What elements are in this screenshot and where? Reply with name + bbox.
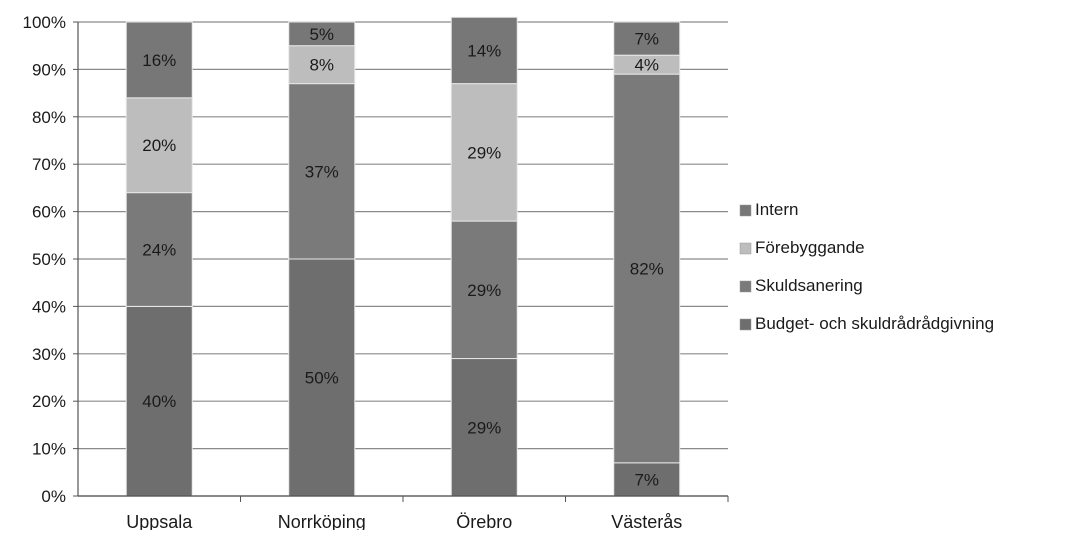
bar-segment (125, 305, 193, 497)
x-tick-label: Västerås (611, 512, 682, 530)
data-label: 7% (634, 30, 659, 49)
data-label: 24% (142, 241, 176, 260)
y-tick-label: 90% (32, 60, 66, 79)
x-tick-label: Uppsala (126, 512, 193, 530)
legend-label: Budget- och skuldrådrådgivning (755, 314, 994, 333)
y-tick-label: 20% (32, 392, 66, 411)
data-label: 37% (305, 162, 339, 181)
bar-segment (125, 97, 193, 194)
bar-segment (613, 73, 681, 464)
x-tick-label: Norrköping (278, 512, 366, 530)
axes: 0% 10% 20% 30% 40% 50% 60% 70% 80% 90% 100% Uppsala… (23, 13, 729, 532)
legend: Intern Förebyggande Skuldsanering Budget- o… (739, 200, 994, 333)
y-tick-label: 30% (32, 345, 66, 364)
data-label: 5% (309, 25, 334, 44)
y-tick-label: 10% (32, 440, 66, 459)
bar-segment (288, 258, 356, 497)
bar-segment (613, 21, 681, 56)
bar-segment (450, 16, 518, 85)
y-tick-label: 60% (32, 203, 66, 222)
y-tick-label: 70% (32, 155, 66, 174)
y-tick-label: 50% (32, 250, 66, 269)
y-tick-label: 0% (41, 487, 66, 506)
data-label: 82% (630, 259, 664, 278)
legend-swatch (739, 242, 752, 255)
data-label: 14% (467, 41, 501, 60)
data-label: 29% (467, 281, 501, 300)
data-label: 29% (467, 143, 501, 162)
data-label: 4% (634, 56, 659, 75)
data-label: 20% (142, 136, 176, 155)
bar-segment (125, 21, 193, 99)
legend-swatch (739, 280, 752, 293)
data-label: 40% (142, 392, 176, 411)
bar-segment (288, 21, 356, 47)
data-label: 7% (634, 470, 659, 489)
bar-segment (125, 192, 193, 307)
y-tick-label: 100% (23, 13, 66, 32)
x-tick-label: Örebro (456, 512, 512, 530)
legend-swatch (739, 318, 752, 331)
bar-segment (450, 220, 518, 360)
data-label: 50% (305, 369, 339, 388)
y-tick-label: 80% (32, 108, 66, 127)
data-label: 29% (467, 418, 501, 437)
data-label: 8% (309, 56, 334, 75)
bar-segment (613, 462, 681, 497)
y-tick-label: 40% (32, 297, 66, 316)
legend-label: Intern (755, 200, 798, 219)
bar-segment (450, 358, 518, 497)
data-label: 16% (142, 51, 176, 70)
legend-swatch (739, 204, 752, 217)
data-labels: 40% 24% 20% 16% 50% 37% 8% 5% 29% 29% 29% 14% 7% 82% 4… (142, 25, 664, 490)
bars (125, 16, 681, 497)
legend-label: Förebyggande (755, 238, 865, 257)
bar-segment (450, 83, 518, 222)
legend-label: Skuldsanering (755, 276, 863, 295)
